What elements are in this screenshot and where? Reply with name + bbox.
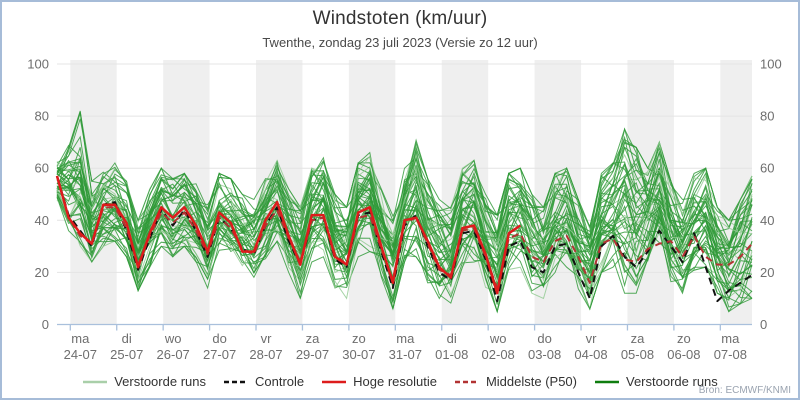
svg-text:20: 20 xyxy=(760,265,774,280)
svg-text:04-08: 04-08 xyxy=(574,347,607,362)
legend-item-label: Verstoorde runs xyxy=(626,374,718,389)
svg-text:za: za xyxy=(631,331,646,346)
svg-text:do: do xyxy=(212,331,226,346)
svg-text:30-07: 30-07 xyxy=(342,347,375,362)
svg-text:80: 80 xyxy=(760,109,774,124)
svg-text:01-08: 01-08 xyxy=(435,347,468,362)
legend-item-label: Hoge resolutie xyxy=(353,374,437,389)
svg-text:07-08: 07-08 xyxy=(714,347,747,362)
svg-text:40: 40 xyxy=(760,213,774,228)
svg-text:31-07: 31-07 xyxy=(389,347,422,362)
source-attribution: Bron: ECMWF/KNMI xyxy=(698,385,791,396)
svg-text:di: di xyxy=(447,331,457,346)
svg-text:06-08: 06-08 xyxy=(667,347,700,362)
svg-text:100: 100 xyxy=(760,57,782,72)
legend-item-4: Verstoorde runs xyxy=(594,374,718,389)
svg-text:27-07: 27-07 xyxy=(203,347,236,362)
legend-item-1: Controle xyxy=(223,374,304,389)
svg-text:wo: wo xyxy=(489,331,507,346)
svg-text:29-07: 29-07 xyxy=(296,347,329,362)
legend-swatch-line-icon xyxy=(223,380,248,383)
svg-text:20: 20 xyxy=(35,265,49,280)
svg-text:26-07: 26-07 xyxy=(157,347,190,362)
svg-text:za: za xyxy=(306,331,321,346)
svg-text:vr: vr xyxy=(261,331,273,346)
svg-text:zo: zo xyxy=(677,331,691,346)
svg-text:wo: wo xyxy=(164,331,182,346)
svg-text:zo: zo xyxy=(352,331,366,346)
svg-text:03-08: 03-08 xyxy=(528,347,561,362)
svg-text:05-08: 05-08 xyxy=(621,347,654,362)
legend-item-3: Middelste (P50) xyxy=(454,374,577,389)
svg-text:60: 60 xyxy=(760,161,774,176)
chart-subtitle: Twenthe, zondag 23 juli 2023 (Versie zo … xyxy=(262,35,538,50)
svg-text:24-07: 24-07 xyxy=(64,347,97,362)
svg-text:28-07: 28-07 xyxy=(249,347,282,362)
svg-text:di: di xyxy=(122,331,132,346)
svg-text:0: 0 xyxy=(760,317,767,332)
legend-item-2: Hoge resolutie xyxy=(321,374,437,389)
svg-text:02-08: 02-08 xyxy=(482,347,515,362)
svg-text:vr: vr xyxy=(586,331,598,346)
chart-title: Windstoten (km/uur) xyxy=(312,8,488,29)
svg-text:80: 80 xyxy=(35,109,49,124)
chart-header: Windstoten (km/uur) Twenthe, zondag 23 j… xyxy=(2,8,798,50)
legend-swatch-line-icon xyxy=(454,380,479,383)
svg-text:do: do xyxy=(537,331,551,346)
svg-text:100: 100 xyxy=(27,57,49,72)
svg-text:ma: ma xyxy=(71,331,90,346)
legend-item-label: Controle xyxy=(254,374,305,389)
legend-item-label: Middelste (P50) xyxy=(485,374,577,389)
chart-legend: Verstoorde runs Controle Hoge resolutie Mid… xyxy=(2,374,798,389)
svg-text:25-07: 25-07 xyxy=(110,347,143,362)
svg-text:40: 40 xyxy=(35,213,49,228)
svg-text:0: 0 xyxy=(42,317,49,332)
svg-text:ma: ma xyxy=(396,331,415,346)
legend-swatch-line-icon xyxy=(322,380,347,383)
svg-text:ma: ma xyxy=(721,331,740,346)
legend-swatch-line-icon xyxy=(595,380,619,383)
legend-item-label: Verstoorde runs xyxy=(114,374,206,389)
svg-text:60: 60 xyxy=(35,161,49,176)
legend-item-0: Verstoorde runs xyxy=(82,374,206,389)
legend-swatch-line-icon xyxy=(83,380,108,383)
